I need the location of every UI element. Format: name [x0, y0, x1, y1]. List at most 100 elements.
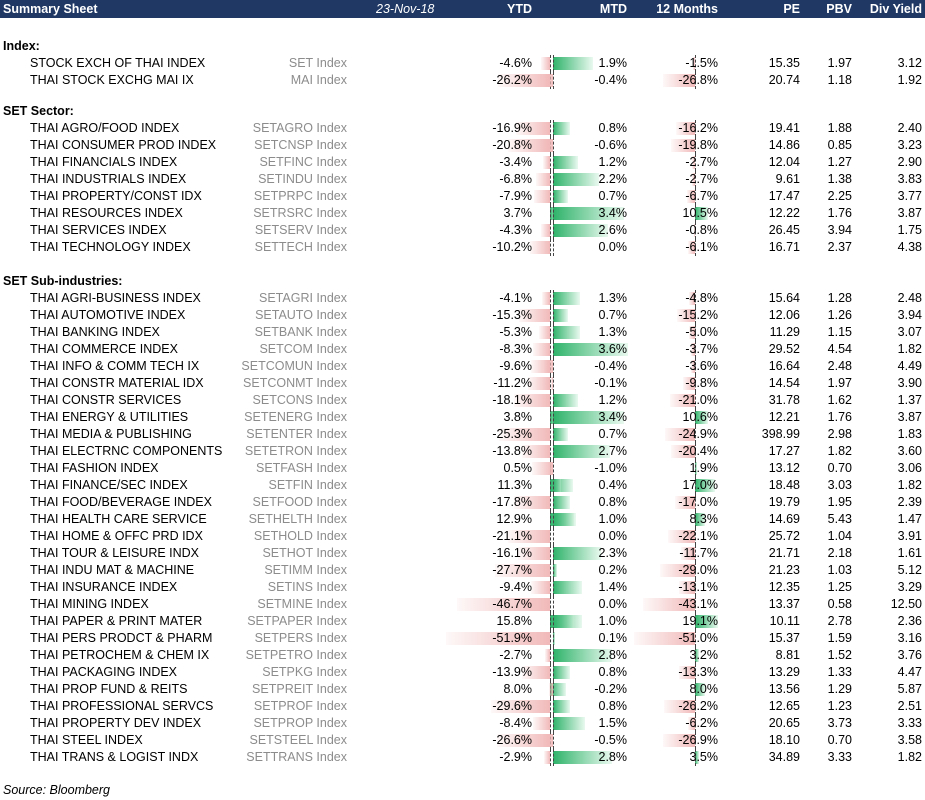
pe-value: 29.52 [768, 342, 800, 356]
m12-axis-line [695, 545, 696, 562]
ytd-bar [517, 547, 550, 560]
m12-axis-line [695, 341, 696, 358]
index-name: THAI TOUR & LEISURE INDX [30, 546, 200, 560]
pbv-value: 3.03 [827, 478, 852, 492]
div-yield-value: 2.51 [897, 699, 922, 713]
ytd-value: -46.7% [492, 597, 532, 611]
table-row: STOCK EXCH OF THAI INDEX SET Index -4.6% 1.… [0, 55, 925, 72]
mtd-axis-line [553, 545, 554, 562]
pbv-value: 3.73 [827, 716, 852, 730]
mtd-axis-line [553, 409, 554, 426]
m12-axis-line [695, 72, 696, 89]
ytd-axis-line [550, 239, 551, 256]
pbv-value: 1.97 [827, 56, 852, 70]
table-row: THAI FINANCIALS INDEX SETFINC Index -3.4% 1… [0, 154, 925, 171]
pe-value: 11.29 [769, 325, 800, 339]
ytd-bar [544, 751, 550, 764]
mtd-value: -0.1% [594, 376, 627, 390]
m12-axis-line [695, 222, 696, 239]
index-name: THAI SERVICES INDEX [30, 223, 167, 237]
12m-value: -16.2% [678, 121, 718, 135]
m12-axis-line [695, 647, 696, 664]
mtd-bar [553, 700, 570, 713]
ytd-value: 15.8% [496, 614, 532, 628]
ytd-value: -13.9% [492, 665, 532, 679]
pe-value: 19.41 [768, 121, 800, 135]
mtd-bar [553, 57, 593, 70]
index-name: THAI PERS PRODCT & PHARM [30, 631, 213, 645]
m12-bar [643, 598, 695, 611]
ytd-axis-line [550, 545, 551, 562]
m12-axis-line [695, 511, 696, 528]
ticker-code: SETFASH Index [255, 461, 347, 475]
mtd-axis-line [553, 477, 554, 494]
table-row: THAI ELECTRNC COMPONENTS SETETRON Index -1… [0, 443, 925, 460]
div-yield-value: 1.82 [897, 342, 922, 356]
mtd-bar [532, 462, 553, 475]
section-label: SET Sub-industries: [3, 274, 123, 288]
mtd-bar [553, 513, 574, 526]
ticker-code: SETHOT Index [262, 546, 347, 560]
div-yield-value: 3.87 [897, 206, 922, 220]
12m-value: 3.2% [689, 648, 719, 662]
m12-bar [693, 57, 695, 70]
table-row: THAI RESOURCES INDEX SETRSRC Index 3.7% 3.4… [0, 205, 925, 222]
pbv-value: 1.18 [827, 73, 852, 87]
pbv-value: 0.85 [827, 138, 852, 152]
12m-value: -1.5% [685, 56, 718, 70]
mtd-value: 2.2% [598, 172, 628, 186]
ticker-code: SETTECH Index [254, 240, 347, 254]
m12-bar [683, 377, 695, 390]
div-yield-value: 2.40 [897, 121, 922, 135]
ytd-axis-line [550, 715, 551, 732]
div-yield-value: 3.12 [897, 56, 922, 70]
ytd-axis-line [550, 698, 551, 715]
ticker-code: SETPAPER Index [247, 614, 347, 628]
pbv-value: 1.88 [827, 121, 852, 135]
pbv-value: 1.97 [827, 376, 852, 390]
pe-value: 18.48 [768, 478, 800, 492]
pbv-value: 1.62 [827, 393, 852, 407]
ytd-value: -20.8% [492, 138, 532, 152]
ytd-value: -27.7% [492, 563, 532, 577]
table-row: THAI MEDIA & PUBLISHING SETENTER Index -25… [0, 426, 925, 443]
m12-bar [679, 581, 695, 594]
ytd-value: 11.3% [497, 478, 532, 492]
ytd-value: -25.3% [492, 427, 532, 441]
mtd-value: 1.2% [598, 155, 628, 169]
12m-value: -2.7% [685, 172, 718, 186]
mtd-bar [553, 581, 583, 594]
m12-axis-line [695, 55, 696, 72]
div-yield-value: 1.37 [897, 393, 922, 407]
div-yield-value: 3.60 [897, 444, 922, 458]
pbv-value: 2.18 [827, 546, 852, 560]
pe-value: 398.99 [761, 427, 800, 441]
ticker-code: SETCONS Index [252, 393, 347, 407]
m12-axis-line [695, 460, 696, 477]
ytd-value: -51.9% [492, 631, 532, 645]
ytd-bar [496, 734, 550, 747]
mtd-axis-line [553, 307, 554, 324]
ytd-bar [533, 717, 550, 730]
div-yield-value: 2.36 [897, 614, 922, 628]
div-yield-value: 3.07 [897, 325, 922, 339]
ticker-code: SETINDU Index [258, 172, 347, 186]
ytd-value: 12.9% [496, 512, 532, 526]
12m-value: -24.9% [678, 427, 718, 441]
m12-bar [694, 224, 695, 237]
mtd-value: 1.3% [598, 325, 628, 339]
mtd-bar [548, 683, 553, 696]
div-yield-value: 1.92 [897, 73, 922, 87]
pe-value: 14.86 [768, 138, 800, 152]
ytd-bar [522, 666, 550, 679]
ytd-axis-line [550, 562, 551, 579]
mtd-value: 1.5% [598, 716, 628, 730]
m12-bar [665, 428, 695, 441]
m12-bar [660, 564, 695, 577]
pbv-value: 1.29 [827, 682, 852, 696]
m12-axis-line [695, 749, 696, 766]
ytd-value: -8.3% [499, 342, 532, 356]
ytd-value: -5.3% [499, 325, 532, 339]
12m-value: -15.2% [678, 308, 718, 322]
12m-value: -2.7% [685, 155, 718, 169]
